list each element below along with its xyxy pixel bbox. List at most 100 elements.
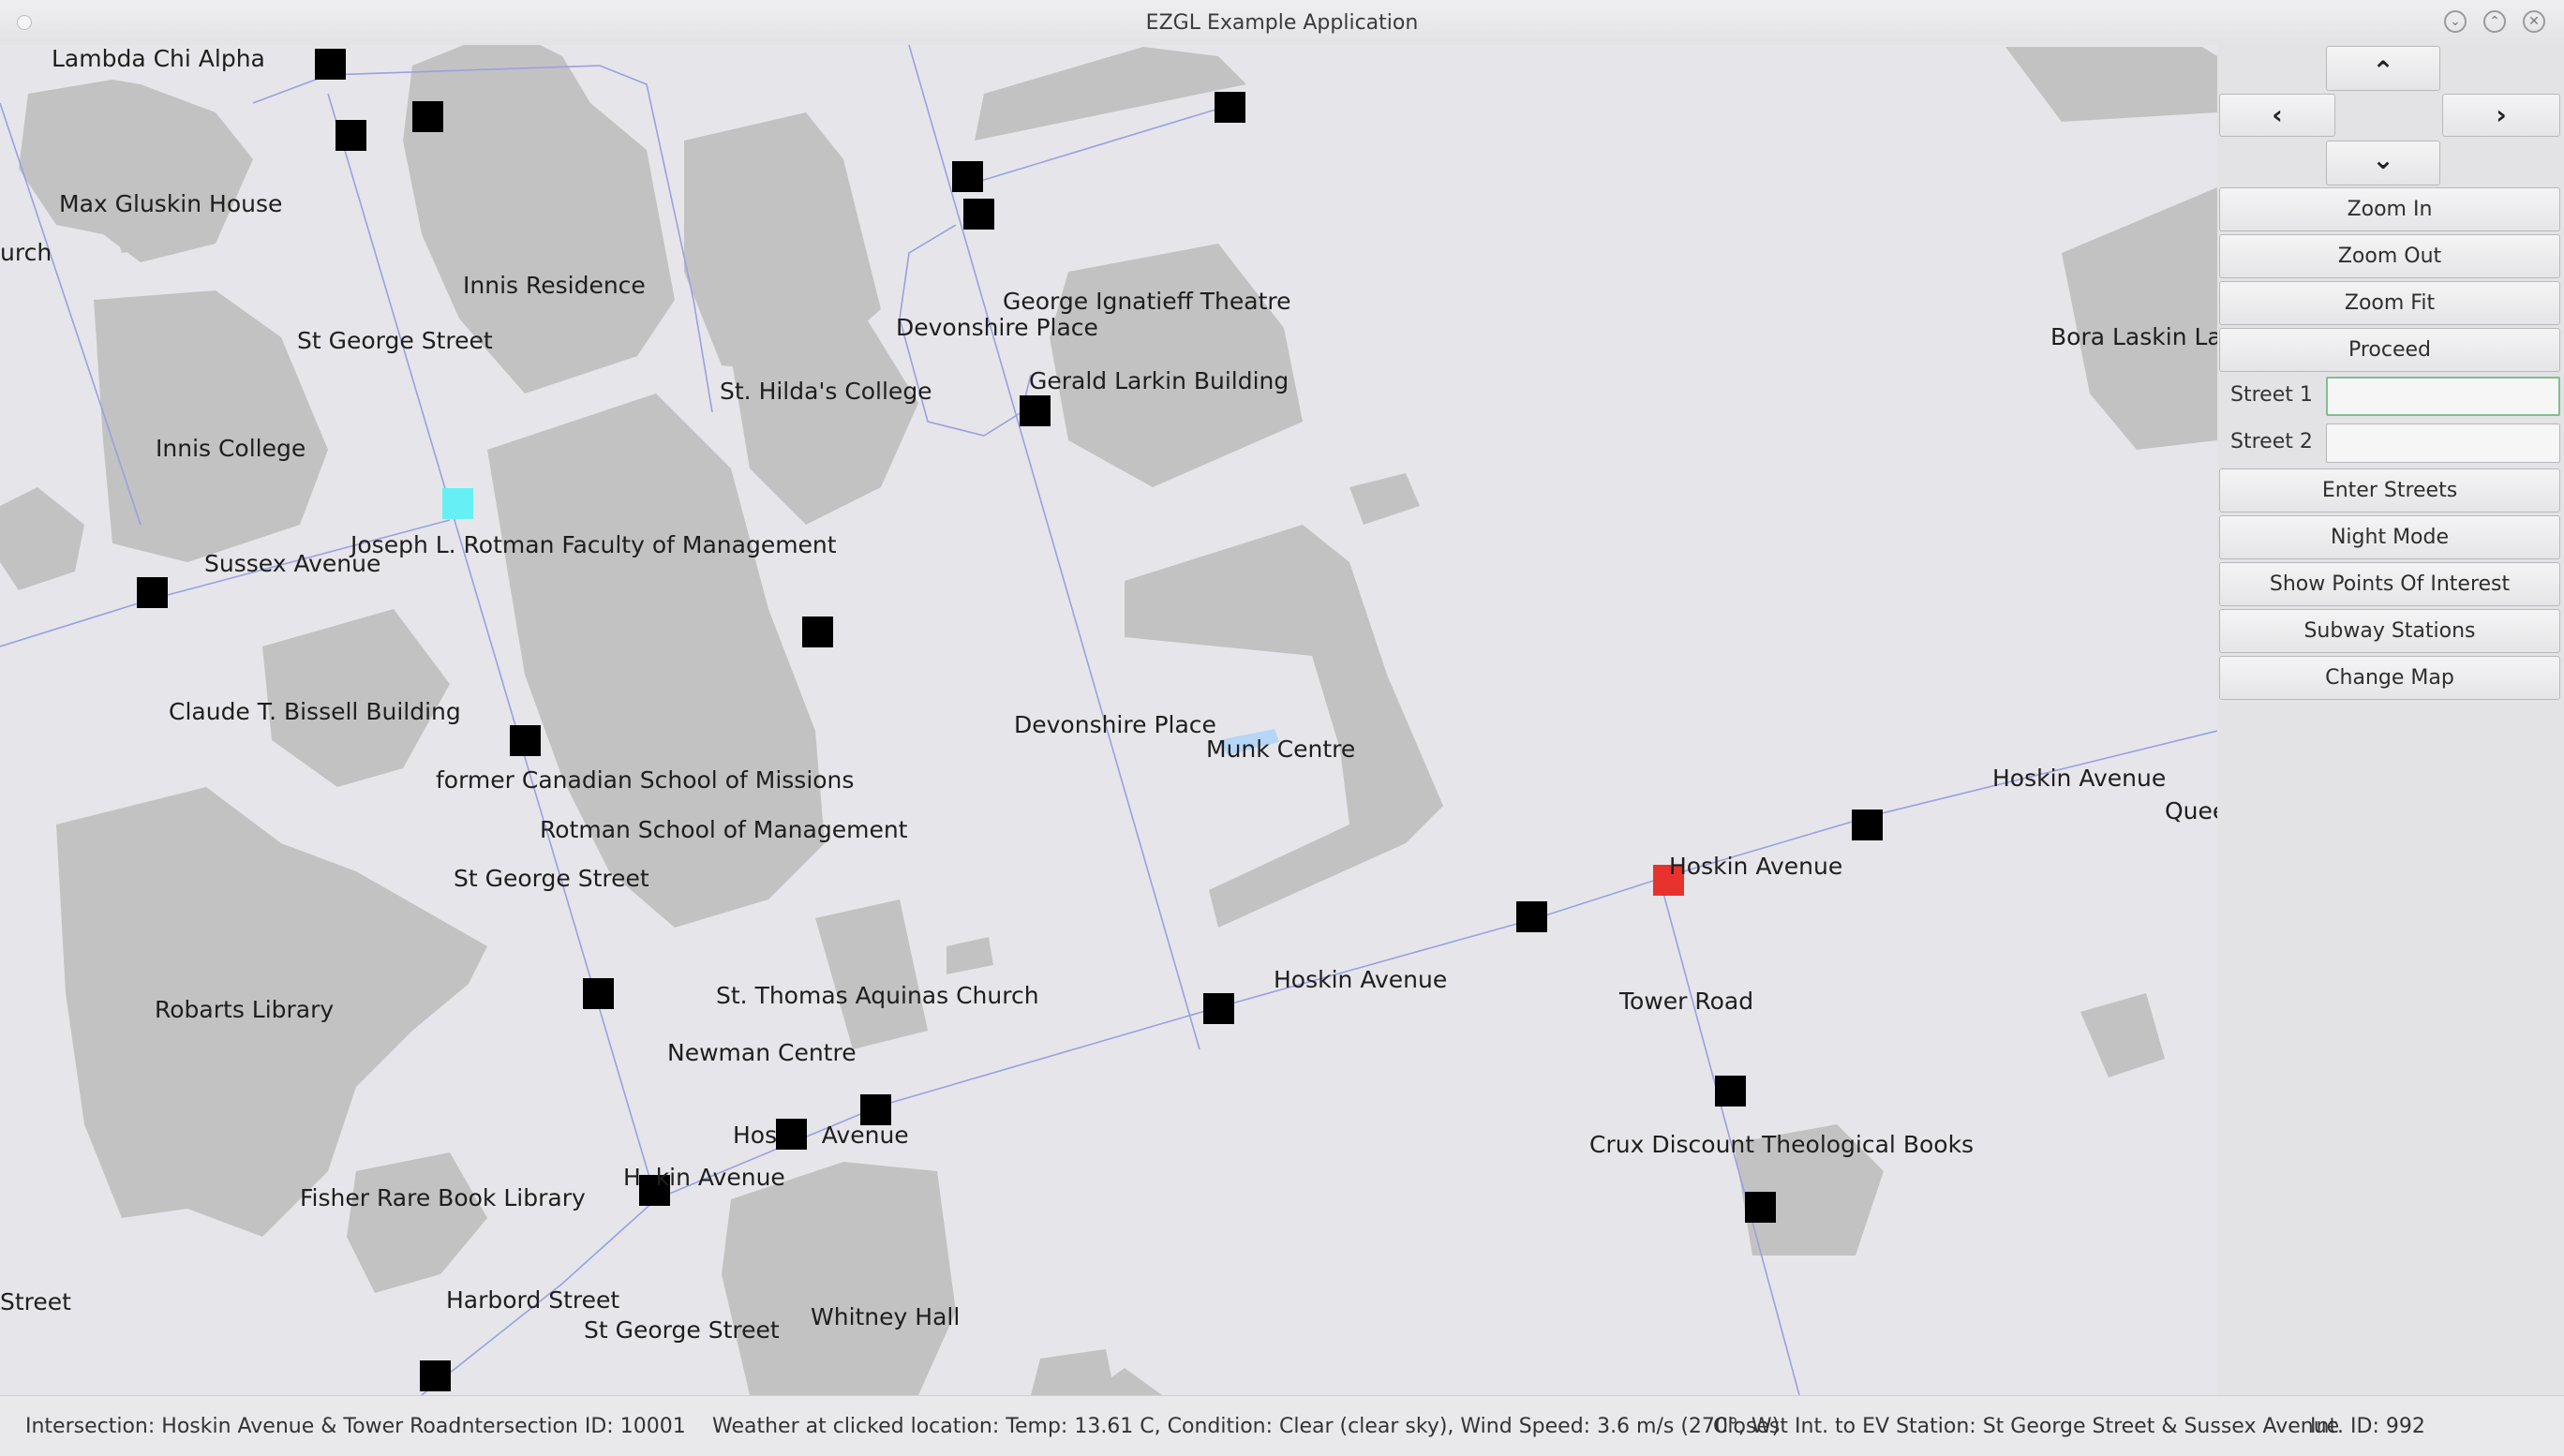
building <box>403 45 675 394</box>
show-poi-button[interactable]: Show Points Of Interest <box>2219 562 2560 606</box>
map-label: Joseph L. Rotman Faculty of Management <box>350 531 837 558</box>
map-label: Newman Centre <box>667 1039 857 1066</box>
proceed-button[interactable]: Proceed <box>2219 328 2560 372</box>
poi-marker[interactable] <box>1215 92 1245 123</box>
map-drawing <box>0 45 2217 1395</box>
poi-marker[interactable] <box>860 1094 891 1125</box>
enter-streets-button[interactable]: Enter Streets <box>2219 468 2560 513</box>
building <box>1031 1349 1115 1395</box>
map-label: Innis Residence <box>463 272 646 299</box>
building <box>1734 1124 1884 1255</box>
status-intersection-id: Intersection ID: 10001 <box>455 1415 686 1438</box>
street-label: St George Street <box>584 1316 780 1344</box>
poi-marker[interactable] <box>1715 1076 1746 1107</box>
building <box>2005 47 2217 122</box>
buildings <box>0 45 2217 1395</box>
poi-marker[interactable] <box>776 1119 807 1150</box>
building <box>487 394 825 928</box>
street-label: Devonshire Place <box>896 314 1098 341</box>
street-label: Street <box>0 1288 71 1315</box>
highlighted-feature <box>1218 729 1279 755</box>
pan-up-button[interactable]: ⌃ <box>2326 46 2440 91</box>
change-map-button[interactable]: Change Map <box>2219 656 2560 700</box>
poi-marker[interactable] <box>952 161 983 192</box>
building <box>0 487 84 590</box>
poi-marker[interactable] <box>639 1175 670 1206</box>
zoom-fit-button[interactable]: Zoom Fit <box>2219 281 2560 325</box>
building <box>103 173 225 253</box>
street-st-george <box>327 93 657 1200</box>
map-label: Gerald Larkin Building <box>1029 367 1289 394</box>
pan-down-button[interactable]: ⌄ <box>2326 141 2440 186</box>
street1-input[interactable] <box>2326 377 2560 416</box>
status-bar: Intersection: Hoskin Avenue & Tower Road… <box>0 1395 2564 1456</box>
map-label: Claude T. Bissell Building <box>169 698 461 725</box>
street-label: Hoskin Avenue <box>1669 853 1843 880</box>
street-tower-road <box>1658 875 1800 1395</box>
zoom-out-button[interactable]: Zoom Out <box>2219 234 2560 278</box>
poi-marker[interactable] <box>963 199 994 230</box>
poi-marker[interactable] <box>802 617 833 647</box>
poi-marker[interactable] <box>412 101 443 132</box>
street-devonshire-1 <box>908 45 1200 1050</box>
map-label: Munk Centre <box>1206 735 1356 763</box>
poi-marker[interactable] <box>315 49 346 80</box>
poi-marker[interactable] <box>420 1360 451 1391</box>
street-label: Hos Avenue <box>733 1122 909 1149</box>
poi-marker[interactable] <box>510 725 541 756</box>
poi-marker[interactable] <box>1745 1192 1776 1223</box>
subway-stations-button[interactable]: Subway Stations <box>2219 609 2560 653</box>
street-label: Devonshire Place <box>1014 711 1216 738</box>
minimize-icon[interactable]: ⌄ <box>2444 10 2467 33</box>
street2-input[interactable] <box>2326 423 2560 463</box>
map-label: Robarts Library <box>155 996 335 1023</box>
street-label: Hoskin Avenue <box>1992 765 2167 792</box>
map-label: Crux Discount Theological Books <box>1589 1131 1975 1158</box>
map-canvas[interactable]: Lambda Chi Alpha Max Gluskin House urch … <box>0 45 2217 1395</box>
pan-right-button[interactable]: › <box>2442 94 2560 137</box>
status-int-id: Int. ID: 992 <box>2310 1415 2425 1438</box>
close-icon[interactable]: ✕ <box>2523 10 2545 33</box>
title-bar: EZGL Example Application ⌄ ⌃ ✕ <box>0 0 2564 46</box>
street-label: Quee <box>2165 797 2217 825</box>
building-robarts <box>56 787 487 1237</box>
map-label: Lambda Chi Alpha <box>52 45 265 72</box>
map-label: Max Gluskin House <box>59 190 283 217</box>
building <box>1349 473 1420 525</box>
street-label: Hoskin Avenue <box>1274 966 1448 993</box>
street-label: St George Street <box>454 865 649 892</box>
map-label: George Ignatieff Theatre <box>1003 288 1291 315</box>
map-label: St. Hilda's College <box>720 378 932 405</box>
building <box>2062 187 2217 450</box>
pan-left-button[interactable]: ‹ <box>2219 94 2335 137</box>
poi-marker[interactable] <box>583 978 614 1009</box>
maximize-icon[interactable]: ⌃ <box>2483 10 2506 33</box>
map-label: former Canadian School of Missions <box>436 766 855 794</box>
street <box>0 102 142 526</box>
street2-label: Street 2 <box>2230 430 2313 453</box>
map-label: Fisher Rare Book Library <box>300 1184 586 1211</box>
window-menu-icon[interactable] <box>17 15 32 30</box>
night-mode-button[interactable]: Night Mode <box>2219 515 2560 559</box>
poi-marker[interactable] <box>1020 395 1051 426</box>
poi-marker[interactable] <box>1203 993 1234 1024</box>
building <box>1087 1368 1162 1395</box>
map-label: Whitney Hall <box>811 1303 961 1330</box>
building <box>262 609 450 787</box>
poi-marker[interactable] <box>335 120 366 151</box>
building <box>2080 993 2165 1077</box>
street1-label: Street 1 <box>2230 383 2313 407</box>
street-label: St George Street <box>297 327 493 354</box>
zoom-in-button[interactable]: Zoom In <box>2219 187 2560 231</box>
street-label: H kin Avenue <box>623 1164 785 1191</box>
window-title: EZGL Example Application <box>1145 11 1419 35</box>
street-label: Sussex Avenue <box>204 550 381 577</box>
street <box>974 102 1238 184</box>
status-weather: Weather at clicked location: Temp: 13.61… <box>712 1415 1781 1438</box>
status-intersection: Intersection: Hoskin Avenue & Tower Road <box>25 1415 462 1438</box>
poi-marker[interactable] <box>137 577 168 608</box>
poi-marker[interactable] <box>1852 810 1883 840</box>
street <box>252 65 713 413</box>
poi-marker[interactable] <box>1516 901 1547 932</box>
